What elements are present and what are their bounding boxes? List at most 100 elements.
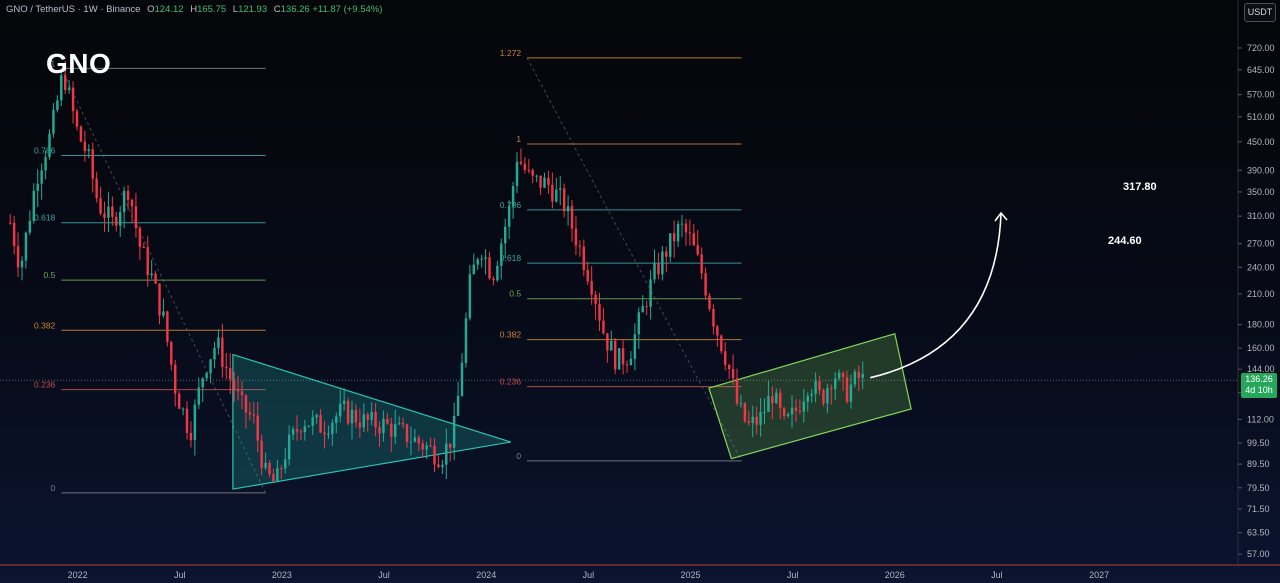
candle-body — [763, 411, 766, 413]
fib-level-label: 0 — [51, 483, 56, 493]
y-tick-label: 240.00 — [1247, 262, 1275, 272]
x-tick-label: 2026 — [885, 570, 905, 580]
fib-level-label: 0.618 — [34, 213, 56, 223]
candle-body — [350, 409, 354, 424]
fib-retracement-1: 1 0.786 0.618 0.5 0.382 0.236 0 — [34, 58, 267, 494]
candle-body — [806, 395, 809, 402]
candle-body — [268, 463, 271, 474]
low-value: 121.93 — [238, 4, 268, 15]
candle-body — [386, 418, 389, 424]
candle-body — [830, 387, 833, 390]
candle-body — [739, 403, 743, 405]
projection-arrow-head — [994, 211, 1008, 222]
candle-body — [154, 273, 157, 284]
candles — [8, 61, 864, 482]
candle-body — [578, 245, 582, 247]
candle-body — [87, 149, 91, 152]
candle-body — [771, 396, 774, 404]
candle-body — [586, 269, 589, 282]
candle-body — [48, 133, 51, 158]
candle-body — [382, 418, 385, 434]
candle-body — [724, 351, 727, 365]
candle-body — [315, 415, 318, 418]
symbol-name[interactable]: GNO / TetherUS · 1W · Binance — [6, 4, 141, 15]
candle-body — [653, 263, 656, 280]
y-tick-label: 112.00 — [1247, 414, 1274, 424]
candle-body — [405, 424, 409, 442]
candle-body — [684, 223, 688, 233]
candle-body — [641, 306, 644, 313]
candle-body — [637, 312, 641, 335]
candle-body — [857, 371, 861, 378]
candle-body — [731, 369, 735, 379]
candle-body — [712, 308, 715, 327]
candle-body — [138, 228, 142, 247]
x-tick-label: Jul — [787, 570, 799, 580]
candle-body — [225, 366, 228, 369]
candle-body — [40, 170, 43, 184]
candle-body — [413, 437, 417, 442]
candle-body — [323, 432, 326, 435]
candle-body — [366, 414, 369, 420]
currency-button[interactable]: USDT — [1244, 3, 1276, 22]
fib-level-label: 1 — [51, 58, 56, 68]
candle-body — [692, 233, 696, 246]
candle-body — [362, 414, 366, 428]
candle-body — [232, 379, 236, 391]
candle-body — [158, 283, 161, 316]
candle-body — [747, 421, 751, 423]
candle-body — [103, 213, 106, 218]
candle-body — [118, 212, 122, 226]
fib-level-label: 1.272 — [500, 48, 522, 58]
candle-body — [720, 335, 723, 352]
candle-body — [704, 273, 707, 296]
candle-body — [837, 372, 841, 379]
candle-body — [814, 381, 817, 394]
candle-body — [484, 257, 487, 259]
candle-body — [539, 175, 542, 188]
candle-body — [441, 464, 444, 467]
close-value: 136.26 — [280, 4, 310, 15]
candle-body — [284, 459, 287, 469]
candle-body — [335, 416, 338, 423]
chart-title: GNO — [46, 48, 112, 79]
candle-body — [189, 432, 193, 441]
candle-body — [779, 392, 782, 409]
x-tick-label: Jul — [378, 570, 390, 580]
current-price: 136.26 — [1245, 374, 1273, 384]
candle-body — [311, 417, 314, 426]
candle-body — [445, 443, 448, 465]
candle-body — [547, 177, 550, 185]
candle-body — [115, 216, 118, 226]
candle-body — [99, 198, 102, 214]
candle-body — [562, 188, 566, 212]
candle-body — [574, 228, 578, 246]
candle-body — [370, 411, 373, 420]
candle-body — [680, 223, 684, 225]
candle-body — [665, 251, 668, 257]
fib-level-label: 0.236 — [34, 380, 56, 390]
symbol-header: GNO / TetherUS · 1W · Binance O124.12 H1… — [6, 4, 383, 15]
candle-body — [291, 429, 295, 435]
candle-body — [276, 468, 279, 482]
y-tick-label: 450.00 — [1247, 137, 1275, 147]
fib-level-label: 1 — [516, 134, 521, 144]
candle-body — [390, 423, 393, 437]
candle-body — [551, 184, 554, 202]
candle-body — [374, 411, 377, 428]
candle-body — [633, 334, 637, 359]
candle-body — [449, 443, 452, 448]
candle-body — [452, 415, 456, 448]
candle-body — [602, 320, 605, 334]
candle-body — [610, 340, 613, 351]
candle-body — [221, 337, 224, 367]
candle-body — [197, 387, 201, 405]
candle-body — [79, 126, 83, 142]
candle-body — [193, 404, 197, 441]
candle-body — [122, 190, 126, 213]
y-tick-label: 720.00 — [1247, 43, 1275, 53]
candle-body — [252, 414, 256, 416]
candle-body — [16, 246, 20, 268]
candle-body — [480, 258, 483, 260]
